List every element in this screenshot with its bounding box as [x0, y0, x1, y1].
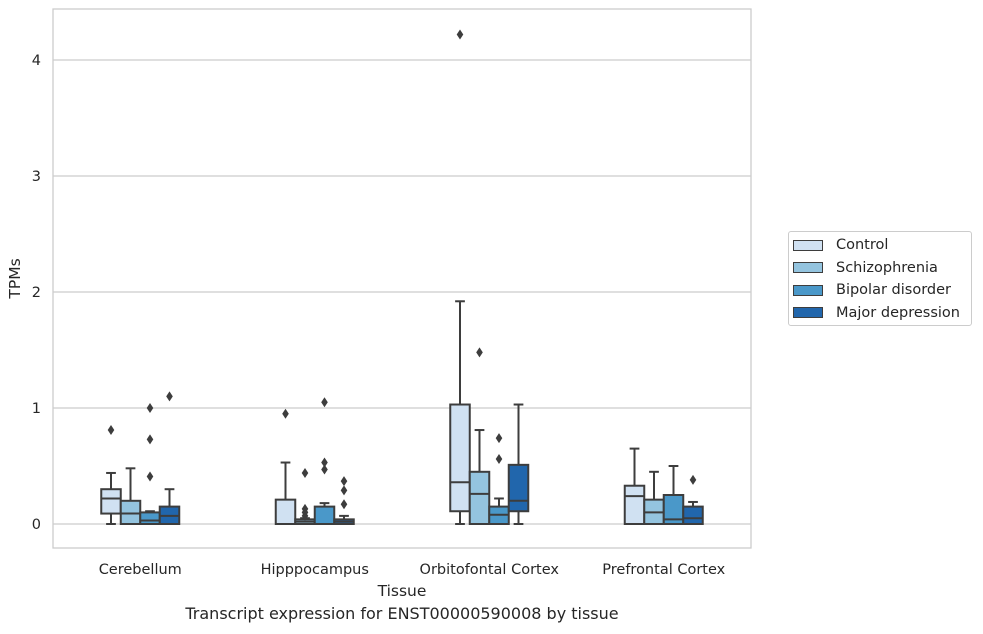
iqr-box [507, 463, 530, 513]
legend-label: Control [836, 237, 889, 253]
box-bipolar-disorder [662, 465, 685, 525]
box-bipolar-disorder [488, 433, 510, 526]
x-tick-label: Orbitofontal Cortex [420, 562, 560, 578]
x-tick-label: Cerebellum [99, 562, 182, 578]
box-major-depression [158, 391, 181, 526]
y-tick-label: 0 [32, 517, 41, 533]
box-control [449, 29, 471, 525]
axis-ticks: 0 1 2 3 4 Cerebellum Hipppocampus Orbitofontal … [32, 53, 726, 578]
legend-label: Schizophrenia [836, 259, 938, 276]
outlier-point [495, 454, 503, 465]
outlier-point [321, 464, 328, 475]
box-bipolar-disorder [313, 397, 336, 526]
legend-item: Control [793, 235, 888, 255]
legend: Control Schizophrenia Bipolar disorder Majo… [788, 231, 972, 326]
outlier-point [146, 471, 154, 482]
outlier-point [689, 474, 697, 485]
box-major-depression [682, 474, 704, 526]
box-plots [100, 29, 704, 526]
outlier-point [476, 347, 483, 358]
outlier-point [340, 499, 348, 510]
legend-item: Major depression [793, 303, 960, 323]
legend-swatch [793, 307, 823, 318]
outlier-point [301, 467, 309, 478]
x-tick-label: Hipppocampus [261, 562, 369, 578]
y-tick-label: 1 [32, 401, 41, 417]
outlier-point [301, 503, 309, 514]
legend-swatch [793, 239, 823, 251]
box-major-depression [507, 403, 530, 525]
outlier-point [282, 408, 289, 419]
box-bipolar-disorder [139, 403, 161, 526]
y-axis-label: TPMs [6, 258, 24, 299]
legend-item: Schizophrenia [793, 258, 938, 278]
legend-swatch [793, 262, 823, 273]
iqr-box [100, 488, 122, 515]
y-tick-label: 3 [32, 169, 41, 185]
iqr-box [623, 484, 646, 525]
iqr-box [274, 498, 297, 526]
x-tick-label: Prefrontal Cortex [602, 562, 725, 578]
outlier-point [166, 391, 173, 402]
outlier-point [340, 485, 348, 496]
box-control [623, 447, 646, 525]
outlier-point [340, 476, 348, 487]
y-tick-label: 2 [32, 285, 41, 301]
iqr-box [313, 505, 336, 526]
iqr-box [682, 505, 704, 526]
box-control [274, 408, 297, 526]
outlier-point [321, 457, 328, 468]
iqr-box [449, 403, 471, 513]
y-tick-label: 4 [32, 53, 41, 69]
box-schizophrenia [643, 470, 665, 526]
legend-label: Major depression [836, 304, 960, 321]
outlier-point [146, 434, 154, 445]
outlier-point [321, 397, 328, 408]
box-schizophrenia [294, 467, 316, 525]
x-axis-label: Tissue [377, 582, 427, 600]
legend-label: Bipolar disorder [836, 282, 951, 298]
chart-caption: Transcript expression for ENST0000059000… [185, 604, 619, 623]
legend-swatch [793, 284, 823, 296]
box-schizophrenia [119, 467, 142, 525]
legend-item: Bipolar disorder [793, 280, 951, 300]
box-schizophrenia [468, 347, 491, 525]
outlier-point [146, 403, 154, 413]
outlier-point [456, 29, 464, 40]
box-major-depression [333, 476, 355, 525]
iqr-box [119, 499, 142, 525]
outlier-point [107, 425, 115, 436]
box-control [100, 425, 122, 525]
plot-frame [52, 8, 752, 549]
iqr-box [468, 470, 491, 525]
grid-lines [53, 59, 751, 525]
outlier-point [495, 433, 503, 444]
iqr-box [139, 511, 161, 526]
